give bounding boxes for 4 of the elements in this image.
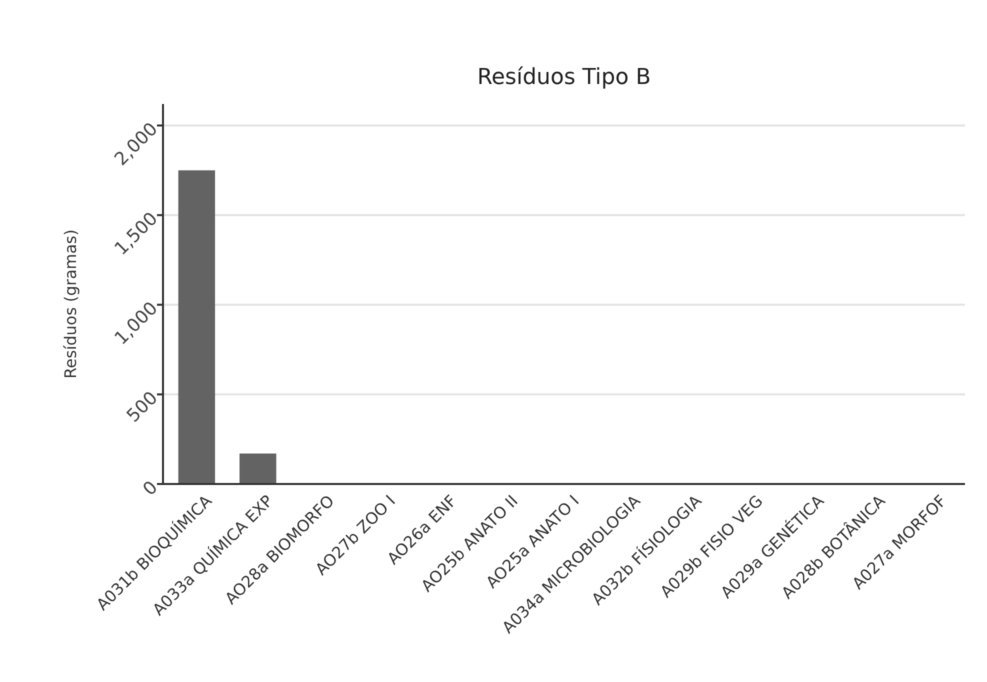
y-tick-label: 500 bbox=[122, 388, 162, 427]
chart-title: Resíduos Tipo B bbox=[477, 65, 651, 90]
y-tick-label: 0 bbox=[139, 477, 162, 500]
y-axis-title: Resíduos (gramas) bbox=[61, 229, 80, 379]
